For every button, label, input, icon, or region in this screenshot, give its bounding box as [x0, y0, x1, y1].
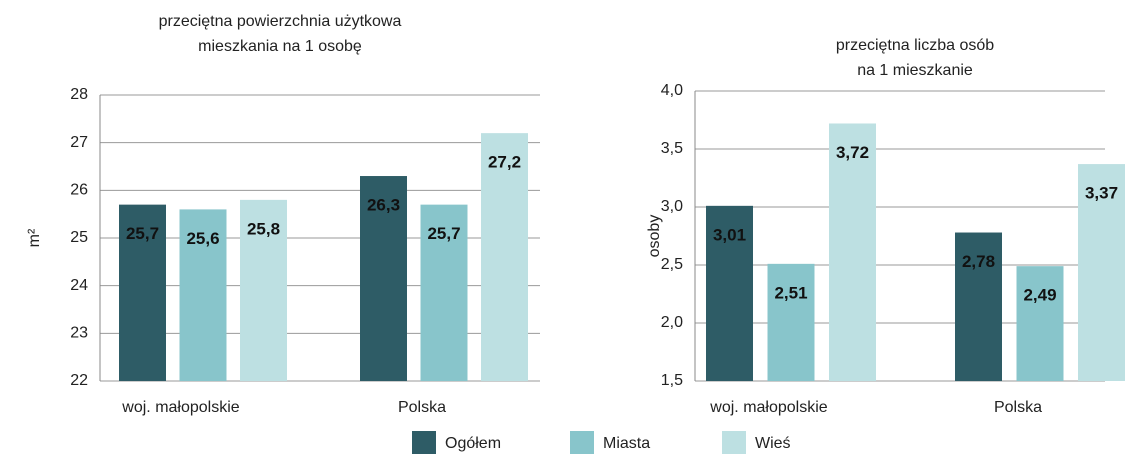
value-label: 2,51: [774, 283, 807, 302]
y-tick-label: 25: [70, 229, 88, 246]
bar: [706, 205, 753, 381]
value-label: 3,37: [1085, 184, 1118, 203]
y-tick-label: 3,0: [661, 198, 683, 215]
y-tick-label: 2,5: [661, 256, 683, 273]
y-tick-label: 4,0: [661, 82, 683, 99]
value-label: 27,2: [488, 153, 521, 172]
bar: [179, 209, 227, 381]
bar: [1078, 164, 1125, 381]
legend-label: Wieś: [755, 435, 791, 452]
y-tick-label: 24: [70, 277, 88, 294]
bar: [1016, 266, 1064, 381]
value-label: 26,3: [367, 196, 400, 215]
value-label: 25,8: [247, 219, 280, 238]
y-tick-label: 2,0: [661, 314, 683, 331]
legend-label: Miasta: [603, 435, 650, 452]
y-axis-label: osoby: [646, 215, 663, 258]
bar: [481, 133, 528, 381]
y-tick-label: 3,5: [661, 140, 683, 157]
value-label: 25,7: [126, 224, 159, 243]
x-tick-label: Polska: [398, 399, 446, 416]
chart-title: przeciętna powierzchnia użytkowa mieszkan…: [159, 13, 402, 55]
value-label: 25,6: [186, 229, 219, 248]
bar: [829, 123, 876, 381]
legend-label: Ogółem: [445, 435, 501, 452]
value-label: 3,01: [713, 225, 746, 244]
bar: [240, 199, 287, 381]
value-label: 2,78: [962, 252, 995, 271]
x-tick-label: woj. małopolskie: [709, 399, 827, 416]
bar: [360, 176, 407, 381]
y-tick-label: 26: [70, 182, 88, 199]
y-tick-label: 22: [70, 372, 88, 389]
y-tick-label: 28: [70, 86, 88, 103]
bar: [420, 204, 468, 381]
x-tick-label: Polska: [994, 399, 1042, 416]
y-tick-label: 1,5: [661, 372, 683, 389]
y-tick-label: 23: [70, 325, 88, 342]
value-label: 25,7: [427, 224, 460, 243]
value-label: 3,72: [836, 143, 869, 162]
chart-title: przeciętna liczba osób na 1 mieszkanie: [836, 37, 994, 79]
bar: [767, 263, 815, 381]
bar: [955, 232, 1002, 381]
legend-swatch: [412, 431, 436, 454]
legend-swatch: [570, 431, 594, 454]
legend-swatch: [722, 431, 746, 454]
bar: [119, 204, 166, 381]
x-tick-label: woj. małopolskie: [121, 399, 239, 416]
y-axis-label: m²: [26, 228, 43, 247]
y-tick-label: 27: [70, 134, 88, 151]
value-label: 2,49: [1023, 286, 1056, 305]
